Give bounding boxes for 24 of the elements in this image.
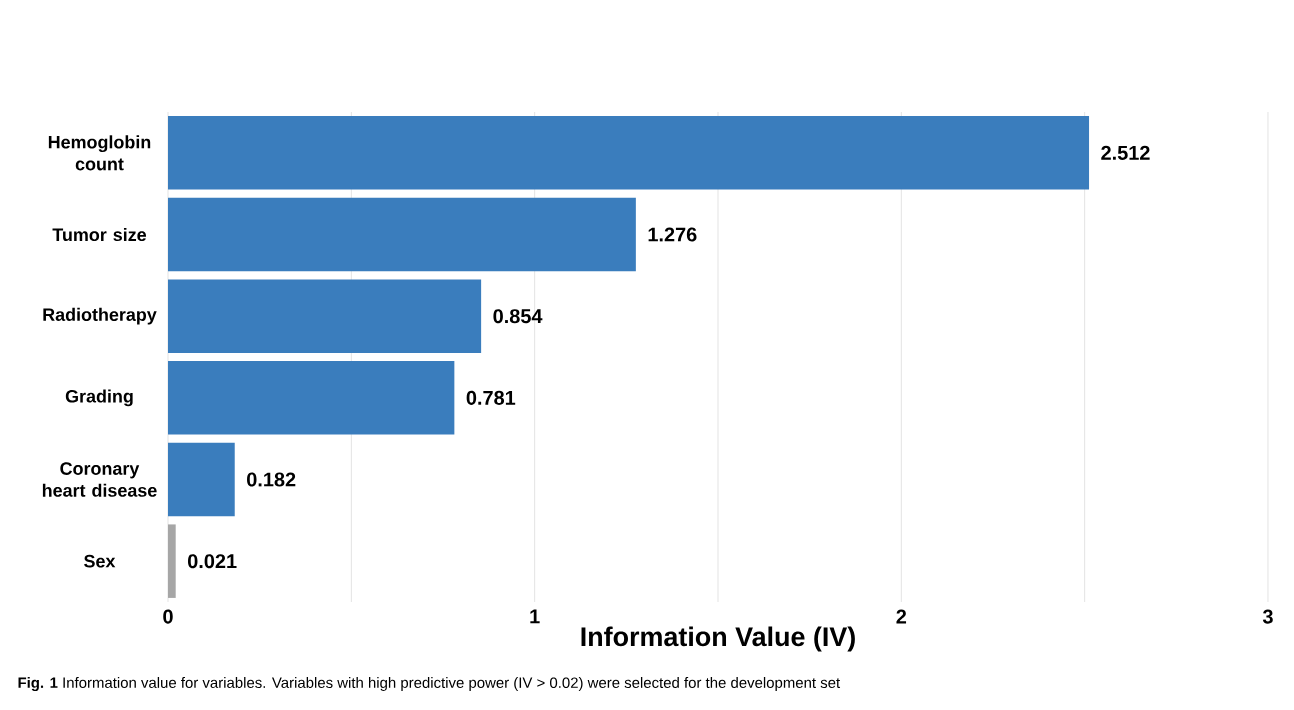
bar — [168, 361, 455, 435]
y-tick-label: Tumor size — [52, 227, 147, 242]
bar — [168, 116, 1090, 190]
x-axis-title: Information Value (IV) — [581, 626, 855, 652]
data-label: 1.276 — [648, 227, 697, 242]
x-tick-label: 3 — [1262, 609, 1273, 624]
data-label: 0.182 — [247, 472, 296, 487]
data-label: 0.021 — [188, 554, 237, 569]
text: Fig. 1 Information value for variables. Variables with high predictive power (IV > 0.02) were selected for the development set — [18, 677, 841, 691]
y-tick-label: Radiotherapy — [43, 307, 157, 325]
data-label: 0.781 — [466, 390, 516, 405]
bar — [168, 279, 482, 353]
y-tick-label: Coronary heart disease — [42, 462, 157, 497]
x-tick-label: 1 — [530, 609, 540, 624]
bar — [168, 442, 235, 517]
data-label: 0.854 — [493, 309, 543, 324]
data-label: 2.512 — [1101, 145, 1150, 160]
x-tick-label: 2 — [896, 609, 907, 624]
bar — [168, 524, 176, 598]
y-tick-label: Hemoglobin count — [48, 135, 151, 171]
y-tick-label: Grading — [65, 389, 133, 407]
x-tick-label: 0 — [163, 609, 173, 624]
bar — [168, 197, 636, 272]
y-tick-label: Sex — [84, 554, 116, 568]
